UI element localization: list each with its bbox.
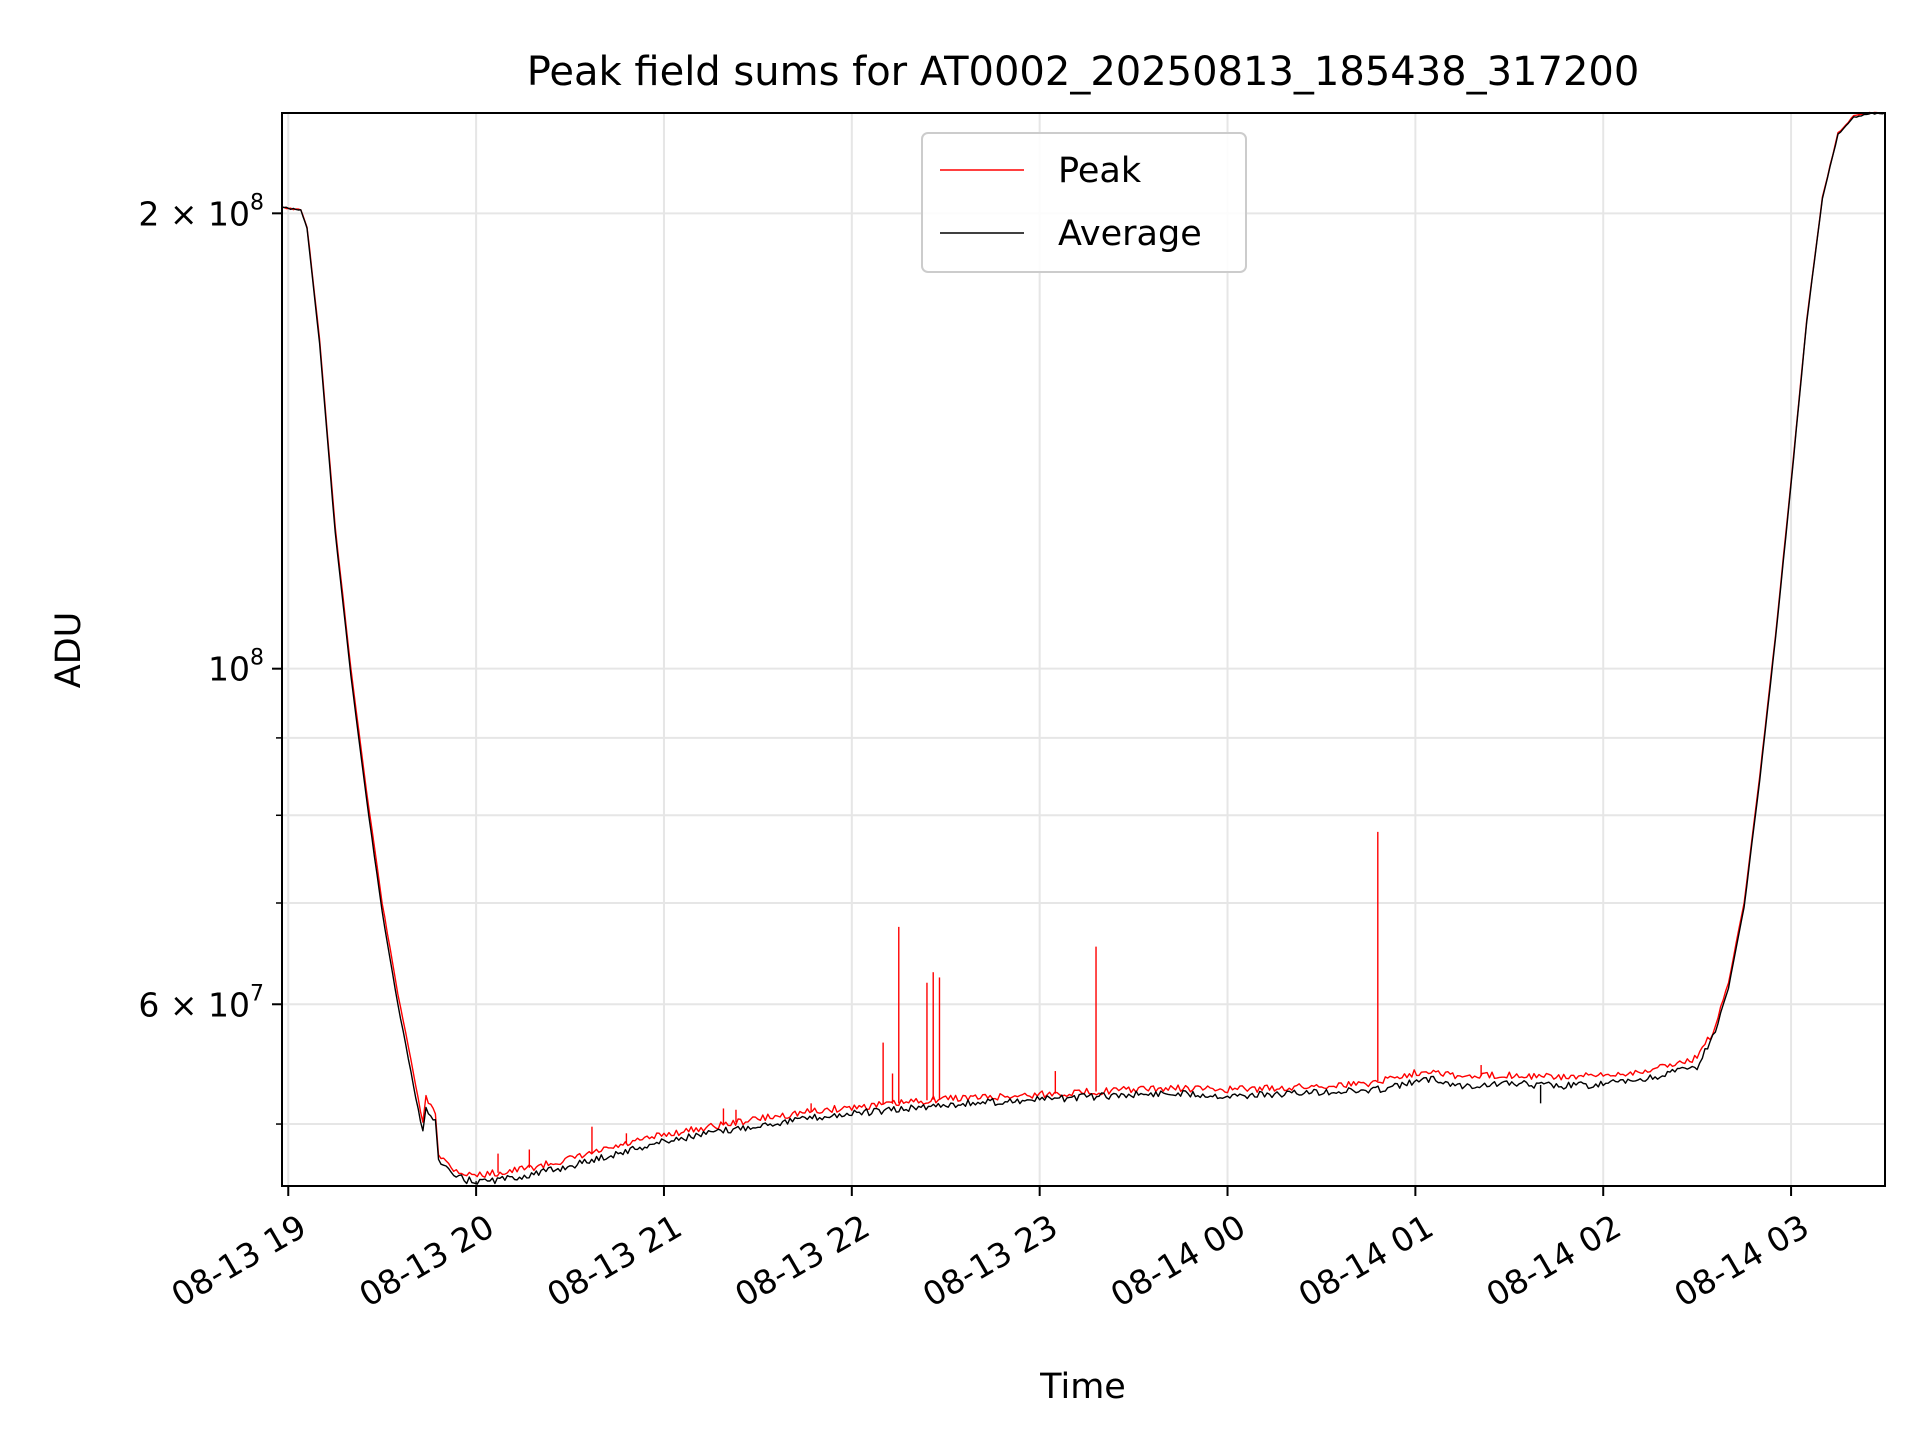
y-tick-label: 6 × 107: [138, 981, 264, 1024]
legend-label-peak: Peak: [1058, 151, 1142, 191]
y-tick-label: 108: [208, 646, 264, 689]
series-line-average: [281, 112, 1886, 1185]
legend-label-average: Average: [1058, 214, 1202, 254]
x-axis-label: Time: [1039, 1367, 1126, 1407]
chart-title: Peak field sums for AT0002_20250813_1854…: [527, 49, 1640, 95]
y-tick-label: 2 × 108: [138, 190, 264, 233]
legend: Peak Average: [921, 132, 1247, 273]
plot-frame: [281, 112, 1886, 1187]
legend-box: [921, 132, 1247, 273]
series-line-peak: [281, 111, 1885, 1178]
series-layer: [281, 111, 1886, 1185]
y-axis-label: ADU: [49, 612, 89, 689]
